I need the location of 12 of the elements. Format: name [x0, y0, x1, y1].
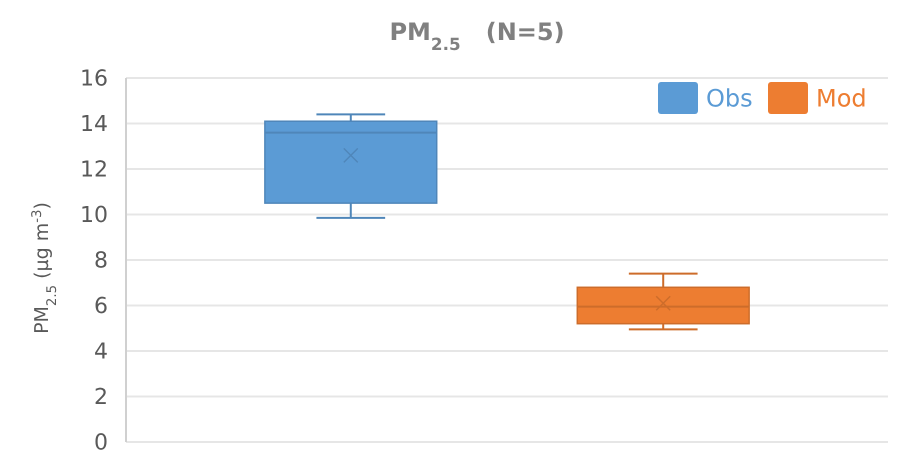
y-tick-label: 14 [80, 112, 108, 138]
y-tick-label: 0 [94, 430, 108, 456]
chart-title: PM$_{2.5}$ (N=5) [389, 18, 565, 54]
legend-label: Mod [816, 84, 867, 112]
legend-label: Obs [706, 84, 753, 112]
y-tick-label: 2 [94, 385, 108, 410]
y-tick-label: 16 [80, 66, 108, 92]
y-tick-label: 10 [80, 203, 108, 228]
y-tick-label: 6 [94, 294, 108, 320]
y-tick-label: 4 [94, 340, 108, 365]
y-tick-label: 12 [80, 158, 108, 183]
y-tick-label: 8 [94, 248, 108, 274]
